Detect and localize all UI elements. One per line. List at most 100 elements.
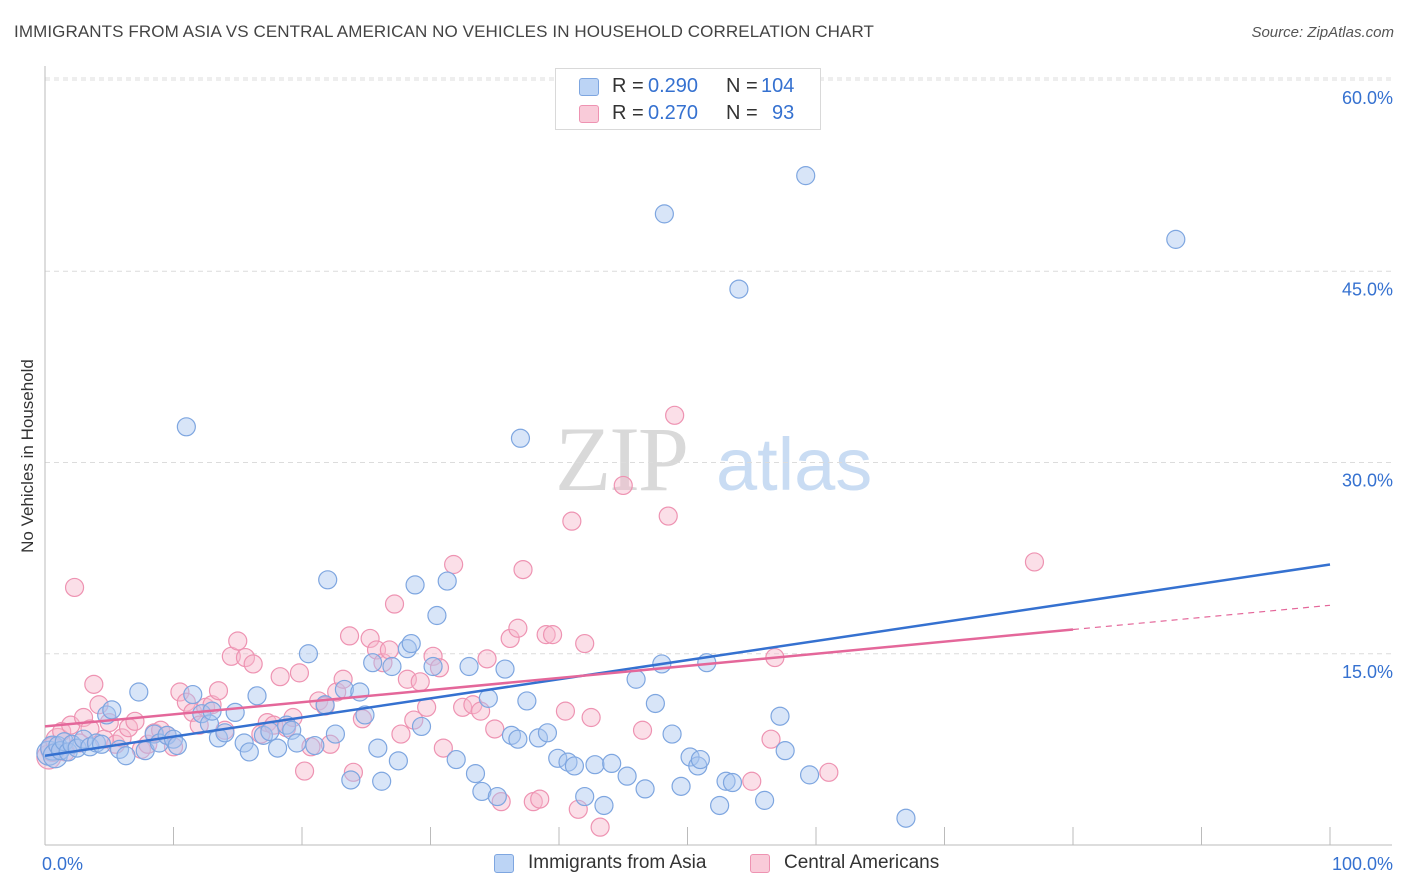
data-point-central-americans — [343, 762, 363, 782]
data-point-immigrants-from-asia — [770, 706, 790, 726]
data-point-central-americans — [485, 719, 505, 739]
data-point-immigrants-from-asia — [896, 808, 916, 828]
data-point-central-americans — [1024, 552, 1045, 572]
data-point-immigrants-from-asia — [754, 790, 775, 810]
data-point-immigrants-from-asia — [478, 688, 498, 708]
data-point-immigrants-from-asia — [508, 729, 528, 749]
data-point-immigrants-from-asia — [564, 756, 585, 776]
pink-swatch — [750, 854, 770, 873]
data-point-immigrants-from-asia — [716, 771, 736, 791]
data-point-immigrants-from-asia — [405, 575, 425, 595]
blue-swatch — [579, 78, 599, 96]
watermark: ZIP atlas — [555, 408, 872, 510]
data-point-immigrants-from-asia — [495, 659, 515, 679]
data-point-immigrants-from-asia — [729, 279, 749, 299]
data-point-immigrants-from-asia — [459, 656, 479, 677]
data-point-central-americans — [404, 710, 424, 730]
data-point-immigrants-from-asia — [225, 702, 245, 723]
data-point-immigrants-from-asia — [411, 716, 432, 737]
data-point-central-americans — [333, 669, 353, 689]
data-point-central-americans — [360, 628, 380, 649]
data-point-central-americans — [176, 692, 196, 712]
x-tick-label: 0.0% — [42, 854, 83, 874]
data-point-immigrants-from-asia — [635, 779, 655, 799]
data-point-central-americans — [84, 674, 104, 694]
data-point-central-americans — [742, 771, 762, 791]
data-point-central-americans — [581, 707, 601, 728]
data-point-immigrants-from-asia — [487, 786, 507, 807]
data-point-immigrants-from-asia — [710, 795, 730, 816]
data-point-immigrants-from-asia — [528, 728, 549, 748]
data-point-immigrants-from-asia — [654, 204, 674, 224]
data-point-central-americans — [819, 762, 839, 782]
y-tick-label: 60.0% — [1342, 88, 1393, 108]
blue-swatch — [494, 854, 514, 873]
trend-line-central-americans-extension — [1072, 604, 1331, 631]
data-point-central-americans — [339, 626, 360, 646]
data-point-immigrants-from-asia — [397, 639, 417, 659]
tick-labels: 15.0% 30.0% 45.0% 60.0% 0.0% 100.0% — [42, 88, 1393, 874]
x-tick-label: 100.0% — [1332, 854, 1393, 874]
data-point-immigrants-from-asia — [176, 417, 196, 437]
data-point-immigrants-from-asia — [129, 682, 149, 702]
data-point-immigrants-from-asia — [671, 776, 691, 796]
data-point-central-americans — [270, 667, 290, 687]
data-point-immigrants-from-asia — [690, 749, 710, 770]
data-point-immigrants-from-asia — [363, 653, 383, 673]
data-point-immigrants-from-asia — [796, 166, 816, 186]
series-central-americans — [36, 405, 1045, 837]
data-point-central-americans — [665, 405, 685, 425]
data-point-immigrants-from-asia — [215, 723, 235, 743]
data-point-immigrants-from-asia — [427, 605, 447, 626]
data-point-immigrants-from-asia — [318, 570, 338, 590]
data-point-immigrants-from-asia — [594, 795, 614, 816]
watermark-zip: ZIP — [555, 408, 687, 510]
data-point-immigrants-from-asia — [355, 705, 375, 725]
data-point-immigrants-from-asia — [167, 735, 187, 756]
data-point-central-americans — [379, 640, 399, 660]
trend-lines — [44, 563, 1331, 757]
chart-title: IMMIGRANTS FROM ASIA VS CENTRAL AMERICAN… — [14, 22, 875, 41]
data-point-central-americans — [536, 625, 556, 645]
data-point-central-americans — [761, 729, 781, 749]
data-point-immigrants-from-asia — [91, 734, 112, 754]
data-point-immigrants-from-asia — [472, 781, 492, 802]
data-point-immigrants-from-asia — [73, 729, 94, 749]
source-label: Source: ZipAtlas.com — [1251, 24, 1394, 41]
legend-label: Immigrants from Asia — [528, 852, 707, 873]
y-tick-label: 45.0% — [1342, 279, 1393, 299]
data-point-central-americans — [289, 663, 310, 683]
data-point-immigrants-from-asia — [799, 765, 820, 785]
data-point-central-americans — [189, 715, 209, 735]
data-point-immigrants-from-asia — [382, 656, 402, 677]
data-point-immigrants-from-asia — [617, 766, 637, 786]
data-point-central-americans — [513, 559, 533, 580]
watermark-atlas: atlas — [716, 423, 872, 506]
gridlines — [45, 77, 1392, 655]
data-point-central-americans — [444, 554, 464, 575]
data-point-immigrants-from-asia — [234, 733, 254, 753]
data-point-central-americans — [555, 701, 576, 721]
data-point-central-americans — [575, 633, 595, 654]
data-point-central-americans — [658, 506, 678, 526]
pink-swatch — [579, 105, 599, 123]
data-point-immigrants-from-asia — [722, 772, 743, 793]
data-point-central-americans — [125, 711, 145, 731]
data-point-immigrants-from-asia — [537, 723, 558, 743]
data-point-immigrants-from-asia — [401, 633, 421, 654]
data-point-immigrants-from-asia — [247, 686, 267, 706]
data-point-central-americans — [64, 577, 85, 598]
legend-n-label: N = — [726, 102, 758, 124]
data-point-immigrants-from-asia — [260, 721, 280, 742]
data-point-immigrants-from-asia — [368, 738, 388, 758]
data-point-immigrants-from-asia — [575, 786, 595, 807]
data-point-central-americans — [632, 720, 653, 740]
data-point-immigrants-from-asia — [775, 741, 795, 761]
legend-n-label: N = — [726, 75, 758, 97]
data-point-immigrants-from-asia — [662, 724, 682, 744]
data-point-immigrants-from-asia — [510, 428, 531, 448]
data-point-immigrants-from-asia — [465, 763, 486, 784]
trend-line-central-americans — [44, 628, 1074, 728]
data-point-immigrants-from-asia — [602, 753, 622, 774]
